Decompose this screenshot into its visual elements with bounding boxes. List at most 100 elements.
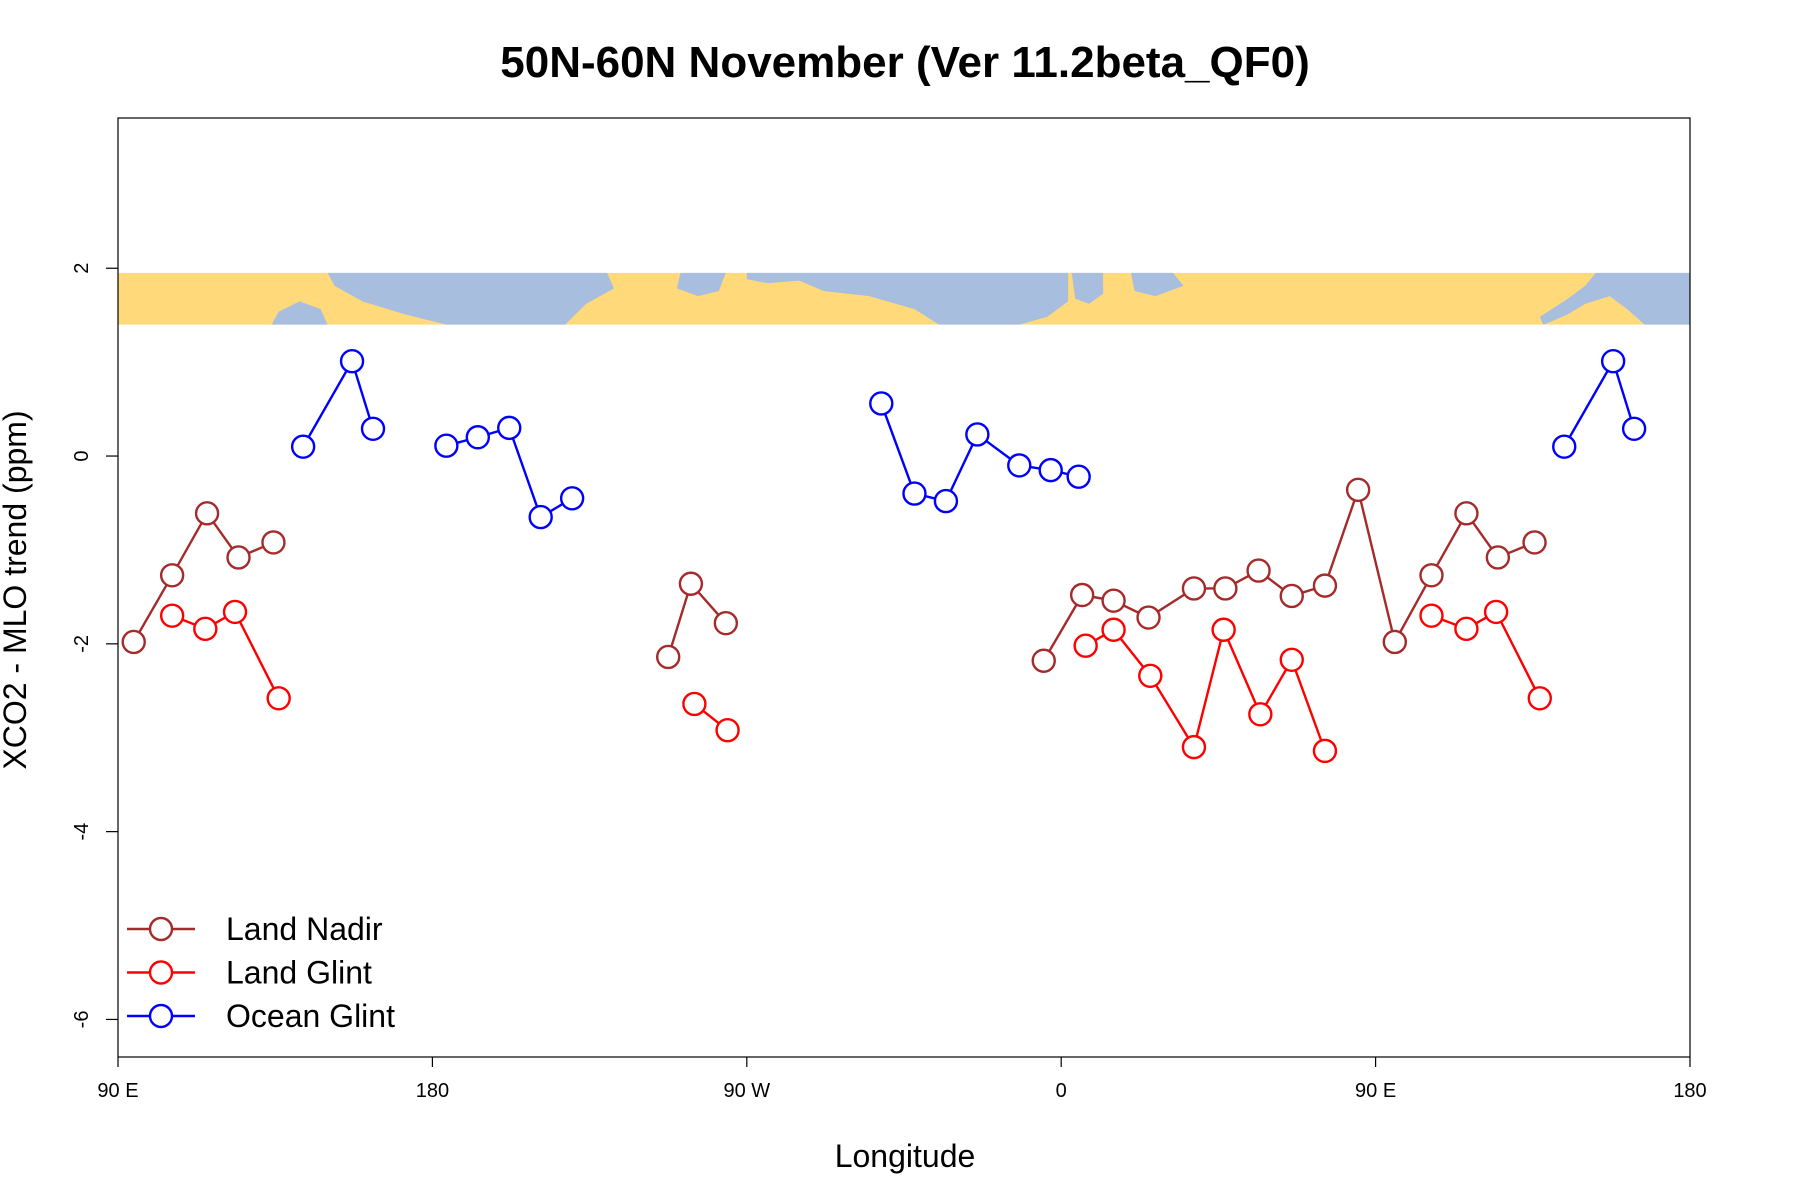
y-tick-label: -2 [71, 635, 93, 653]
data-point-land-nadir [1136, 605, 1161, 630]
data-point-ocean-glint [360, 416, 386, 442]
data-point-land-nadir [226, 545, 251, 570]
data-point-land-nadir [121, 629, 146, 655]
x-tick-label: 180 [1673, 1080, 1706, 1102]
data-point-ocean-glint [497, 415, 522, 441]
data-point-ocean-glint [1007, 453, 1032, 478]
y-axis: 2 0 -2 -4 -6 [71, 263, 118, 1029]
map-ocean-shape [327, 272, 615, 325]
data-point-land-glint [1483, 599, 1509, 625]
data-point-land-nadir [1454, 501, 1479, 526]
data-point-land-glint [193, 616, 218, 642]
plot-frame [117, 117, 1691, 1058]
data-point-land-glint [1454, 616, 1479, 642]
data-point-land-glint [222, 599, 248, 625]
legend-label-ocean-glint: Ocean Glint [226, 998, 395, 1034]
data-point-land-nadir [1522, 530, 1547, 555]
data-point-land-nadir [1181, 576, 1207, 601]
x-tick-label: 0 [1056, 1080, 1067, 1102]
data-point-ocean-glint [434, 433, 459, 458]
data-point-land-nadir [678, 571, 704, 596]
data-point-land-glint [1101, 617, 1126, 642]
data-point-land-glint [1248, 702, 1273, 727]
data-point-land-nadir [1101, 588, 1126, 613]
data-point-land-nadir [1485, 545, 1511, 570]
x-axis-label: Longitude [835, 1138, 976, 1174]
series-line-ocean-glint [446, 426, 573, 519]
y-tick-label: -4 [71, 823, 93, 841]
data-point-ocean-glint [528, 504, 553, 530]
data-point-ocean-glint [1552, 434, 1577, 459]
data-point-land-nadir [1031, 648, 1056, 673]
data-point-ocean-glint [1038, 457, 1063, 483]
data-point-land-nadir [1419, 563, 1444, 588]
data-point-ocean-glint [933, 488, 959, 514]
data-point-land-nadir [1246, 558, 1271, 583]
legend: Land Nadir Land Glint Ocean Glint [127, 911, 395, 1034]
data-point-ocean-glint [1621, 416, 1647, 442]
data-point-land-nadir [1069, 582, 1095, 608]
data-point-land-glint [1419, 603, 1444, 628]
data-point-land-glint [266, 686, 291, 711]
data-point-land-nadir [656, 644, 681, 670]
data-point-ocean-glint [339, 349, 365, 374]
data-point-land-nadir [1345, 477, 1371, 503]
x-tick-label: 180 [416, 1080, 449, 1102]
data-point-land-glint [1279, 647, 1304, 673]
x-axis: 90 E 180 90 W 0 90 E 180 [97, 1057, 1707, 1102]
map-ocean-shape [676, 272, 726, 297]
y-tick-label: 0 [71, 450, 93, 461]
map-ocean-shape [1131, 272, 1184, 297]
legend-marker-land-nadir [148, 916, 174, 942]
data-point-land-glint [1073, 633, 1098, 658]
series-ocean-glint [290, 349, 1647, 530]
data-point-land-nadir [261, 530, 286, 555]
legend-marker-land-glint [148, 960, 174, 985]
data-point-land-nadir [1279, 583, 1304, 609]
series-land-nadir [121, 477, 1547, 673]
map-strip [118, 272, 1690, 325]
data-point-land-glint [1527, 686, 1552, 711]
data-point-ocean-glint [1600, 349, 1626, 374]
data-point-land-nadir [1382, 629, 1408, 655]
data-point-ocean-glint [1066, 464, 1091, 489]
data-point-ocean-glint [559, 486, 585, 511]
data-point-ocean-glint [465, 425, 491, 450]
data-point-land-nadir [194, 501, 220, 526]
map-ocean-shape [271, 301, 328, 325]
legend-label-land-nadir: Land Nadir [226, 911, 383, 947]
data-point-ocean-glint [902, 481, 927, 506]
series-land-glint [159, 599, 1552, 764]
data-point-land-nadir [1213, 576, 1238, 601]
y-axis-label: XCO2 - MLO trend (ppm) [0, 410, 33, 769]
data-point-land-glint [1138, 663, 1163, 688]
data-point-land-glint [1312, 738, 1338, 764]
series-line-land-glint [1431, 610, 1541, 699]
series-layer [121, 349, 1647, 764]
x-tick-label: 90 E [1355, 1080, 1396, 1102]
data-point-ocean-glint [290, 434, 316, 459]
data-point-land-nadir [159, 563, 185, 588]
legend-marker-ocean-glint [148, 1003, 174, 1029]
data-point-land-glint [1211, 617, 1236, 642]
data-point-ocean-glint [869, 391, 894, 416]
map-strip-ocean [271, 272, 1690, 325]
data-point-land-glint [159, 603, 185, 628]
data-point-land-glint [715, 718, 740, 743]
map-ocean-shape [746, 272, 1069, 325]
legend-label-land-glint: Land Glint [226, 955, 372, 991]
map-ocean-shape [1071, 272, 1104, 304]
x-tick-label: 90 E [97, 1080, 138, 1102]
series-line-land-glint [171, 610, 280, 699]
map-ocean-shape [1539, 272, 1690, 325]
y-tick-label: 2 [71, 263, 93, 274]
chart-title: 50N-60N November (Ver 11.2beta_QF0) [500, 38, 1310, 87]
data-point-land-nadir [713, 610, 739, 636]
data-point-land-glint [682, 691, 707, 717]
data-point-land-glint [1181, 734, 1207, 760]
y-tick-label: -6 [71, 1011, 93, 1029]
data-point-ocean-glint [965, 422, 990, 447]
data-point-land-nadir [1312, 573, 1338, 598]
x-tick-label: 90 W [723, 1080, 770, 1102]
